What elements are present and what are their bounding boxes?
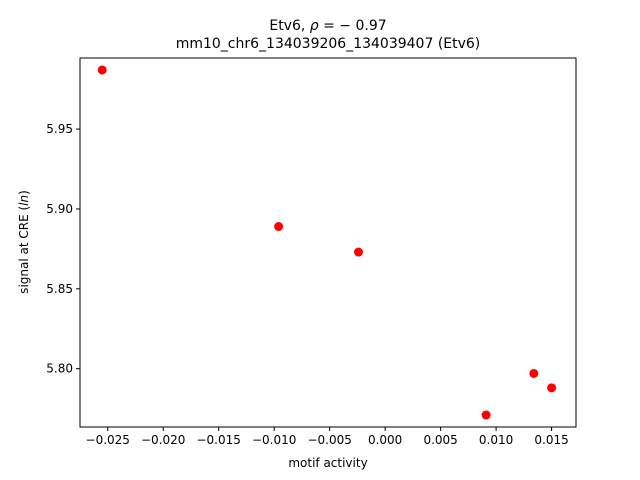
y-tick-label: 5.85	[46, 282, 73, 296]
y-label-suffix: )	[17, 190, 31, 195]
data-point	[547, 383, 557, 393]
data-point	[97, 65, 107, 75]
y-label-prefix: signal at CRE (	[17, 206, 31, 294]
y-tick-label: 5.95	[46, 122, 73, 136]
x-tick-label: 0.015	[534, 433, 568, 447]
chart-title-line1: Etv6, ρ = − 0.97	[269, 18, 386, 34]
data-point	[529, 368, 539, 378]
x-axis-label: motif activity	[288, 456, 367, 470]
chart-title-line2: mm10_chr6_134039206_134039407 (Etv6)	[176, 36, 481, 52]
plot-area: −0.025 −0.020 −0.015 −0.010 −0.005 0.000 0.005…	[46, 57, 577, 447]
y-tick-label: 5.90	[46, 202, 73, 216]
x-tick-label: −0.025	[86, 433, 130, 447]
data-point	[481, 410, 491, 420]
x-tick-label: −0.005	[307, 433, 351, 447]
y-tick-label: 5.80	[46, 362, 73, 376]
x-tick-label: −0.015	[196, 433, 240, 447]
x-tick-label: 0.010	[479, 433, 513, 447]
y-axis-label: signal at CRE (ln)	[17, 190, 31, 294]
x-tick-label: 0.000	[368, 433, 402, 447]
plot-frame	[79, 57, 577, 428]
title-rho-symbol: ρ	[310, 18, 319, 34]
data-point	[354, 247, 364, 257]
data-point	[274, 222, 284, 232]
y-label-italic: ln	[17, 195, 31, 206]
x-tick-label: −0.020	[141, 433, 185, 447]
title-suffix: = − 0.97	[319, 18, 387, 34]
x-tick-label: −0.010	[252, 433, 296, 447]
x-tick-label: 0.005	[423, 433, 457, 447]
title-prefix: Etv6,	[269, 18, 309, 34]
